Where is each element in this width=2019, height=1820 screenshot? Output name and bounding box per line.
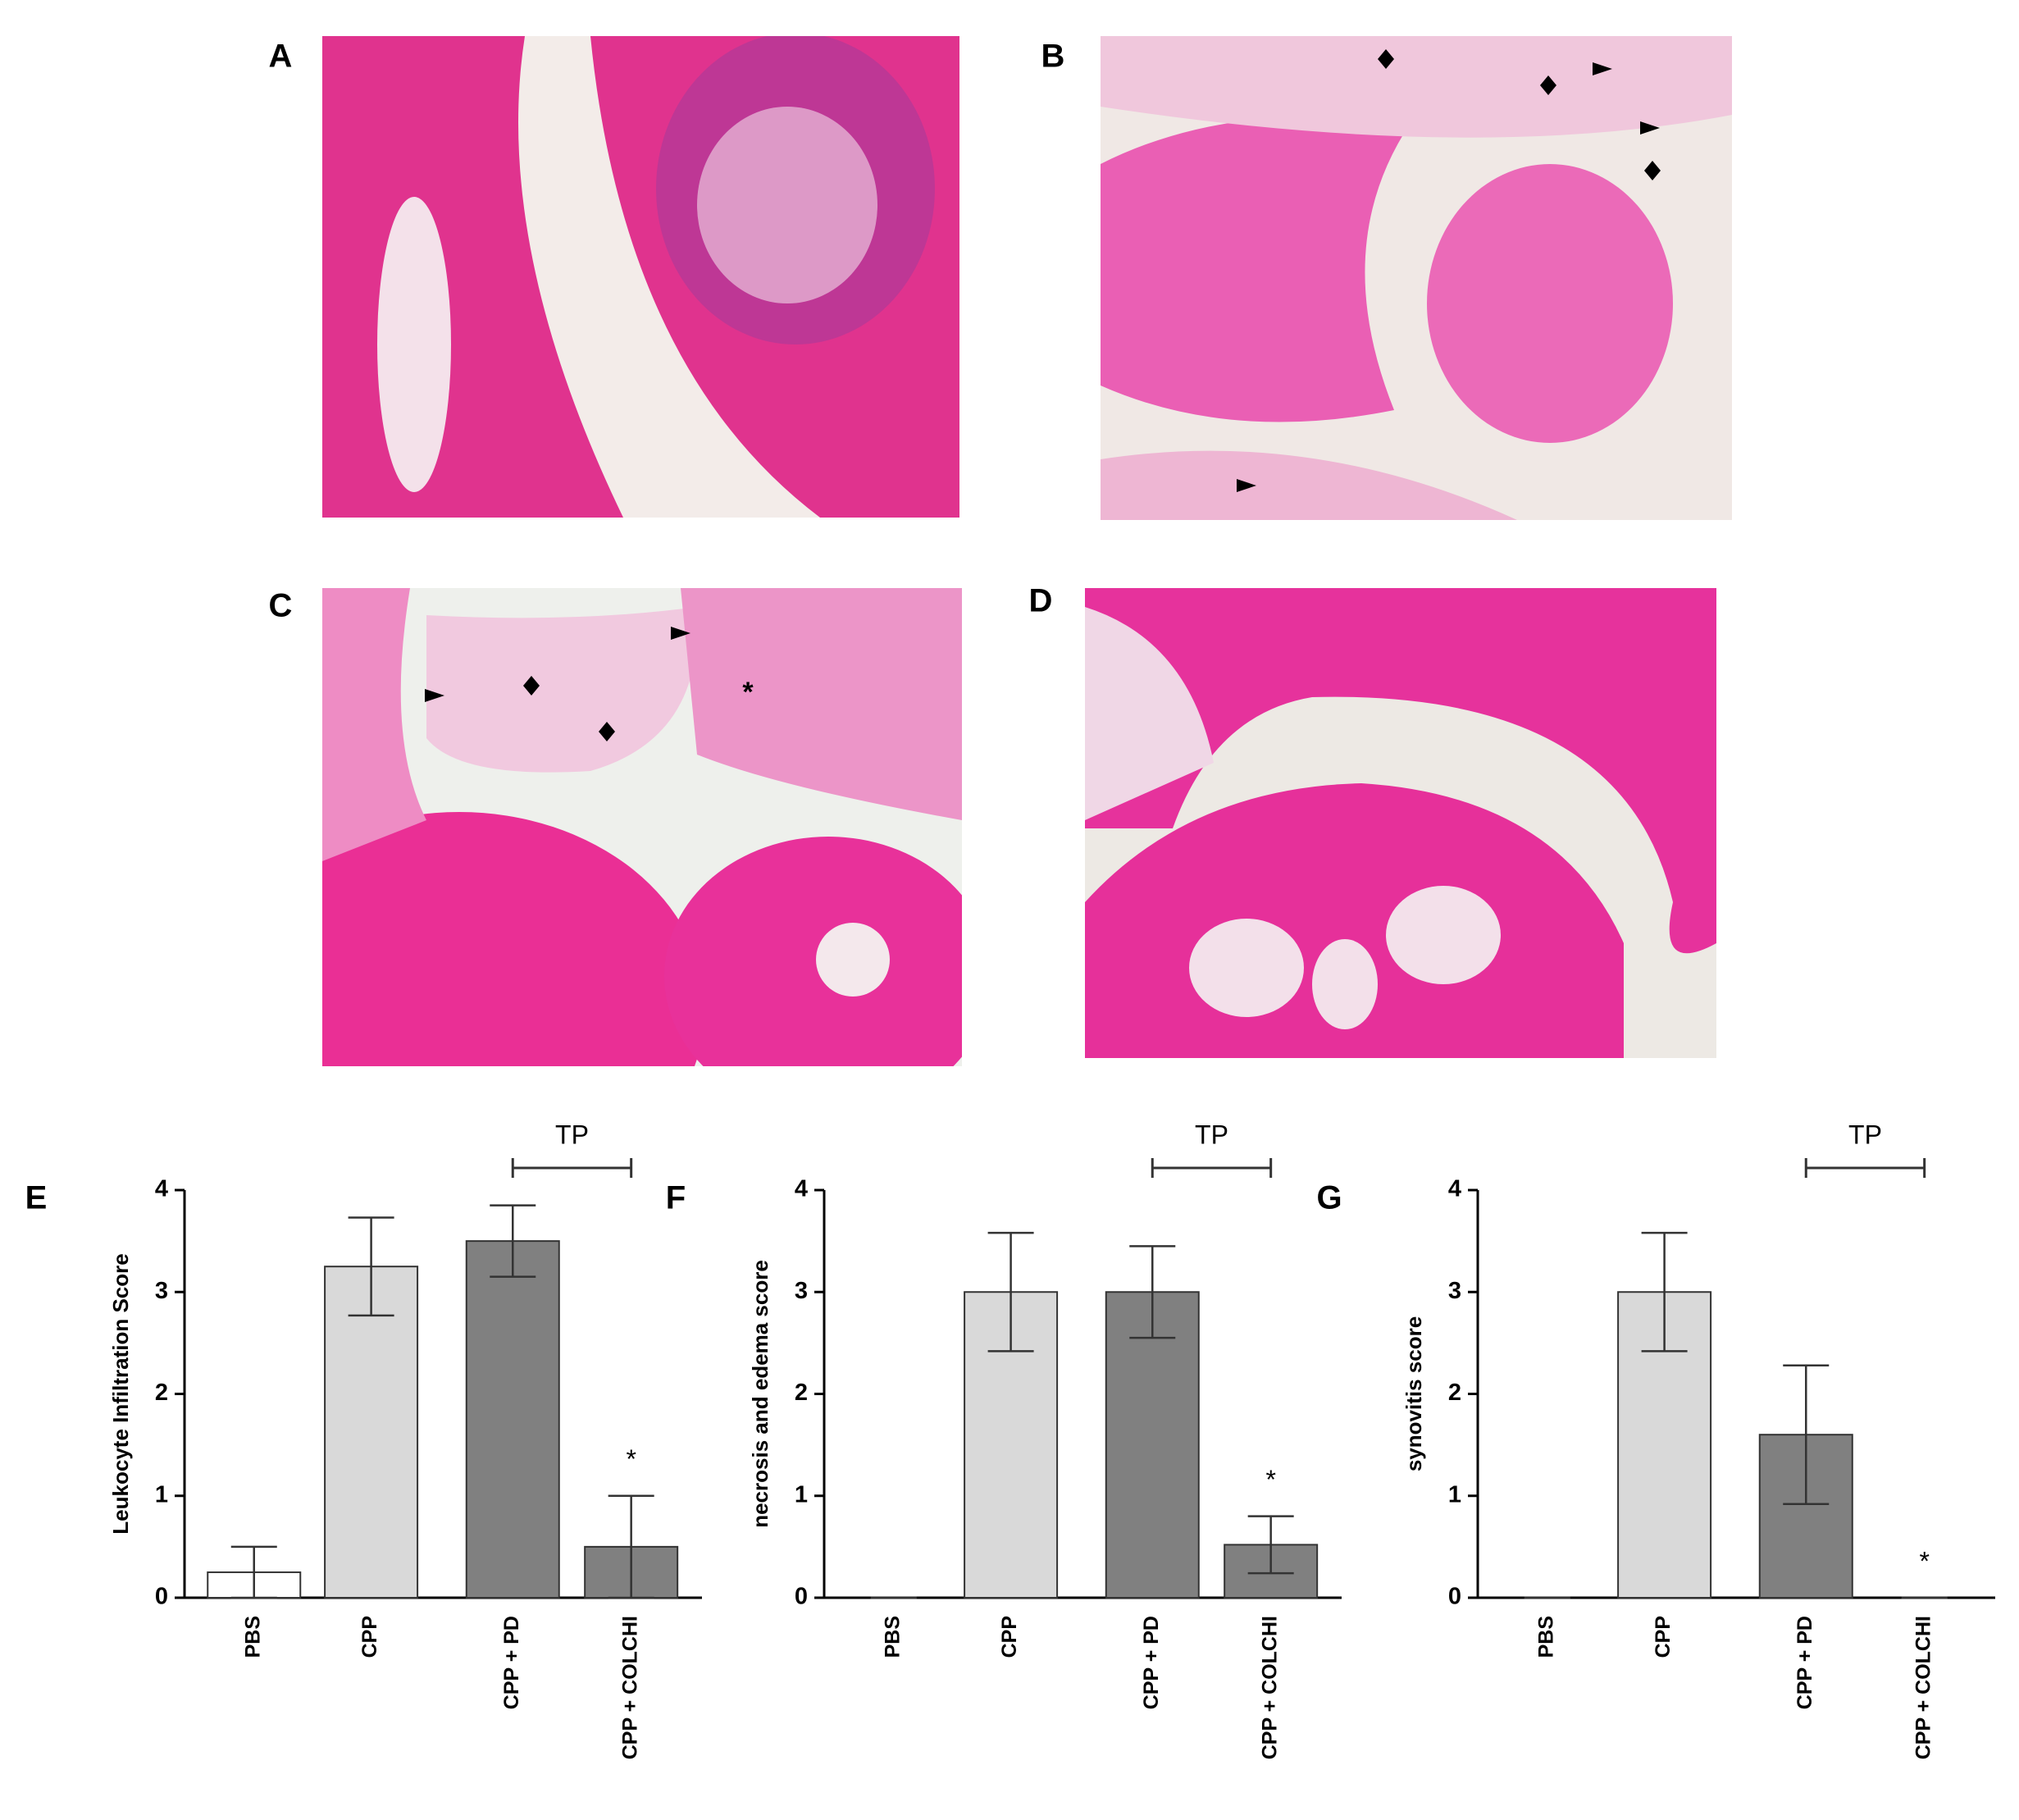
panel-label: F [666, 1180, 686, 1216]
x-tick-label: CPP + PD [1140, 1616, 1163, 1709]
y-tick-label: 3 [155, 1278, 168, 1304]
y-axis-label: Leukocyte Infiltration Score [108, 1253, 133, 1534]
y-tick-label: 4 [155, 1176, 168, 1202]
y-axis-label: necrosis and edema score [748, 1260, 773, 1528]
bracket-label: TP [1848, 1120, 1882, 1149]
x-tick-label: CPP + PD [1793, 1616, 1816, 1709]
x-tick-label: CPP + COLCHI [618, 1616, 641, 1759]
panel-label: A [269, 39, 293, 75]
y-tick-label: 0 [155, 1584, 168, 1610]
bracket-label: TP [1195, 1120, 1228, 1149]
bar [465, 1240, 560, 1599]
bracket [511, 1158, 633, 1178]
bracket [1151, 1158, 1273, 1178]
y-axis-label: synovitis score [1401, 1316, 1426, 1471]
panel-label: G [1316, 1180, 1342, 1216]
significance-label: * [1265, 1465, 1275, 1494]
y-tick-label: 0 [1448, 1584, 1461, 1610]
panel-label: E [25, 1180, 48, 1216]
histology-image [322, 588, 962, 1066]
y-tick-label: 2 [795, 1380, 808, 1406]
histology-image [1085, 588, 1716, 1058]
y-tick-label: 1 [795, 1481, 808, 1508]
x-tick-label: CPP [998, 1616, 1021, 1658]
x-tick-label: PBS [241, 1616, 264, 1658]
panel-label: D [1029, 583, 1053, 619]
x-tick-label: CPP + PD [500, 1616, 523, 1709]
y-tick-label: 1 [1448, 1481, 1461, 1508]
x-tick-label: CPP + COLCHI [1912, 1616, 1935, 1759]
x-tick-label: PBS [1534, 1616, 1557, 1658]
significance-label: * [626, 1444, 636, 1474]
x-tick-label: CPP [358, 1616, 381, 1658]
histology-image [322, 36, 959, 518]
y-tick-label: 3 [795, 1278, 808, 1304]
annotation: * [742, 677, 754, 708]
x-tick-label: PBS [881, 1616, 904, 1658]
significance-label: * [1919, 1546, 1929, 1576]
bar [1105, 1291, 1200, 1599]
y-tick-label: 1 [155, 1481, 168, 1508]
x-tick-label: CPP + COLCHI [1258, 1616, 1281, 1759]
panel-label: C [269, 588, 293, 624]
bracket [1804, 1158, 1926, 1178]
y-tick-label: 4 [795, 1176, 808, 1202]
y-tick-label: 0 [795, 1584, 808, 1610]
x-tick-label: CPP [1652, 1616, 1675, 1658]
histology-image [1101, 36, 1732, 520]
bracket-label: TP [555, 1120, 589, 1149]
y-tick-label: 2 [1448, 1380, 1461, 1406]
y-tick-label: 3 [1448, 1278, 1461, 1304]
y-tick-label: 2 [155, 1380, 168, 1406]
y-tick-label: 4 [1448, 1176, 1461, 1202]
panel-label: B [1041, 39, 1065, 75]
